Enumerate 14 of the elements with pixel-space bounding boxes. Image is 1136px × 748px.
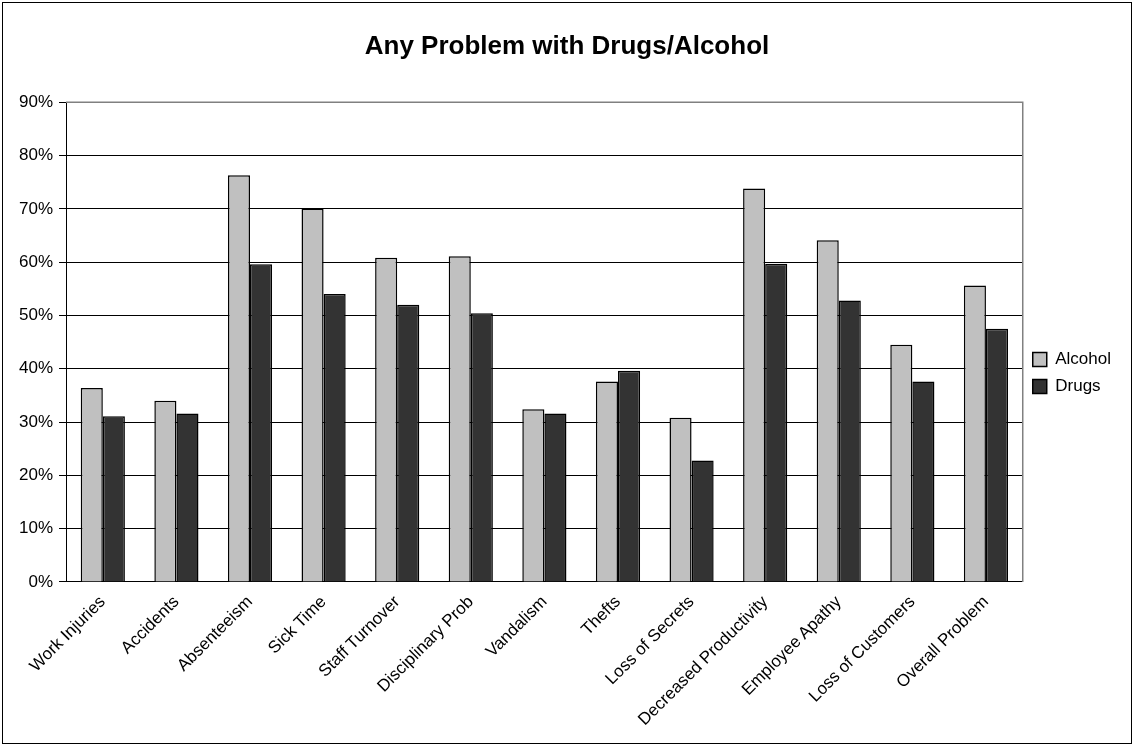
y-tick-label: 10% [18, 518, 54, 538]
y-tick-label: 40% [18, 358, 54, 378]
y-tick-label: 90% [18, 91, 54, 111]
x-tick-label: Sick Time [264, 591, 330, 658]
y-tick-label: 70% [18, 198, 54, 218]
y-tick-label: 30% [18, 411, 54, 431]
y-tick-label: 50% [18, 305, 54, 325]
legend-label: Drugs [1055, 376, 1101, 396]
legend-label: Alcohol [1055, 349, 1112, 369]
y-tick-label: 60% [18, 251, 54, 271]
chart-title: Any Problem with Drugs/Alcohol [364, 29, 770, 60]
y-tick-label: 0% [28, 571, 54, 591]
y-tick-label: 80% [18, 145, 54, 165]
y-tick-label: 20% [18, 465, 54, 485]
